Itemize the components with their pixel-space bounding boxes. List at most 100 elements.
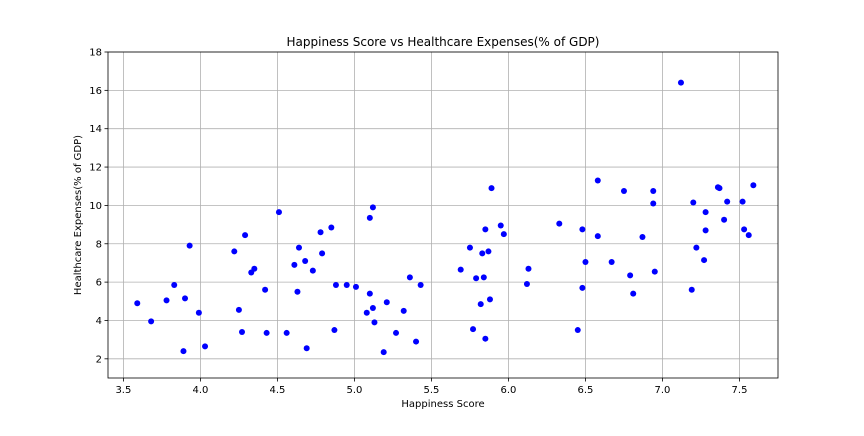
x-tick-label: 4.0 <box>192 385 208 396</box>
data-point <box>393 329 400 336</box>
x-axis-ticks: 3.5 4.0 4.5 5.0 5.5 6.0 6.5 7.0 7.5 <box>115 378 747 396</box>
data-point <box>328 224 335 231</box>
data-point <box>295 244 302 251</box>
data-point <box>457 266 464 273</box>
data-point <box>413 338 420 345</box>
data-points <box>134 79 757 356</box>
data-point <box>406 274 413 281</box>
data-point <box>283 329 290 336</box>
data-point <box>482 335 489 342</box>
x-tick-label: 6.5 <box>578 385 594 396</box>
data-point <box>263 329 270 336</box>
data-point <box>369 204 376 211</box>
data-point <box>716 185 723 192</box>
data-point <box>400 307 407 314</box>
data-point <box>479 250 486 257</box>
data-point <box>579 284 586 291</box>
data-point <box>523 281 530 288</box>
data-point <box>366 290 373 297</box>
data-point <box>582 258 589 265</box>
x-tick-label: 3.5 <box>115 385 131 396</box>
x-tick-label: 7.5 <box>732 385 748 396</box>
y-tick-label: 4 <box>96 316 102 327</box>
data-point <box>639 234 646 241</box>
data-point <box>701 257 708 264</box>
data-point <box>677 79 684 86</box>
data-point <box>500 231 507 238</box>
data-point <box>303 345 310 352</box>
data-point <box>745 232 752 239</box>
data-point <box>466 244 473 251</box>
data-point <box>721 216 728 223</box>
data-point <box>690 199 697 206</box>
data-point <box>383 299 390 306</box>
data-point <box>693 244 700 251</box>
data-point <box>594 233 601 240</box>
data-point <box>239 328 245 335</box>
data-point <box>750 182 757 189</box>
data-point <box>630 290 637 297</box>
x-tick-label: 4.5 <box>269 385 285 396</box>
data-point <box>317 229 324 236</box>
data-point <box>485 248 492 255</box>
data-point <box>163 297 170 304</box>
data-point <box>291 261 298 268</box>
data-point <box>235 306 242 313</box>
data-point <box>650 200 657 207</box>
data-point <box>480 274 487 281</box>
data-point <box>371 319 378 326</box>
data-point <box>525 265 532 272</box>
data-point <box>417 281 424 288</box>
data-point <box>627 272 634 279</box>
data-point <box>180 348 187 355</box>
x-axis-label: Happiness Score <box>401 399 484 410</box>
data-point <box>702 227 709 234</box>
data-point <box>579 226 586 233</box>
data-point <box>594 177 601 184</box>
data-point <box>470 326 477 333</box>
data-point <box>651 268 658 275</box>
data-point <box>186 242 193 249</box>
data-point <box>497 222 504 229</box>
data-point <box>171 281 178 288</box>
data-point <box>148 318 155 325</box>
y-tick-label: 10 <box>89 201 102 212</box>
data-point <box>331 327 338 334</box>
y-tick-label: 12 <box>89 163 102 174</box>
data-point <box>556 220 563 227</box>
x-tick-label: 5.5 <box>423 385 439 396</box>
data-point <box>724 198 731 205</box>
data-point <box>352 283 359 290</box>
data-point <box>231 248 238 255</box>
y-tick-label: 8 <box>96 239 102 250</box>
x-tick-label: 6.0 <box>501 385 517 396</box>
data-point <box>319 250 326 257</box>
data-point <box>275 209 282 216</box>
data-point <box>477 301 484 308</box>
data-point <box>688 286 695 293</box>
grid-lines <box>108 51 778 378</box>
data-point <box>202 343 209 350</box>
chart-title: Happiness Score vs Healthcare Expenses(%… <box>287 35 600 49</box>
data-point <box>739 198 746 205</box>
y-tick-label: 2 <box>96 354 102 365</box>
y-tick-label: 6 <box>96 278 102 289</box>
data-point <box>343 281 350 288</box>
data-point <box>620 188 627 195</box>
data-point <box>363 309 370 316</box>
y-tick-label: 14 <box>89 124 102 135</box>
y-axis-ticks: 2 4 6 8 10 12 14 16 18 <box>89 48 108 365</box>
data-point <box>702 209 709 216</box>
data-point <box>294 288 301 295</box>
data-point <box>473 275 480 282</box>
data-point <box>482 226 489 233</box>
data-point <box>380 349 387 356</box>
data-point <box>134 300 141 307</box>
data-point <box>741 226 748 233</box>
data-point <box>262 286 269 293</box>
data-point <box>486 296 493 303</box>
data-point <box>195 309 202 316</box>
data-point <box>242 232 249 239</box>
